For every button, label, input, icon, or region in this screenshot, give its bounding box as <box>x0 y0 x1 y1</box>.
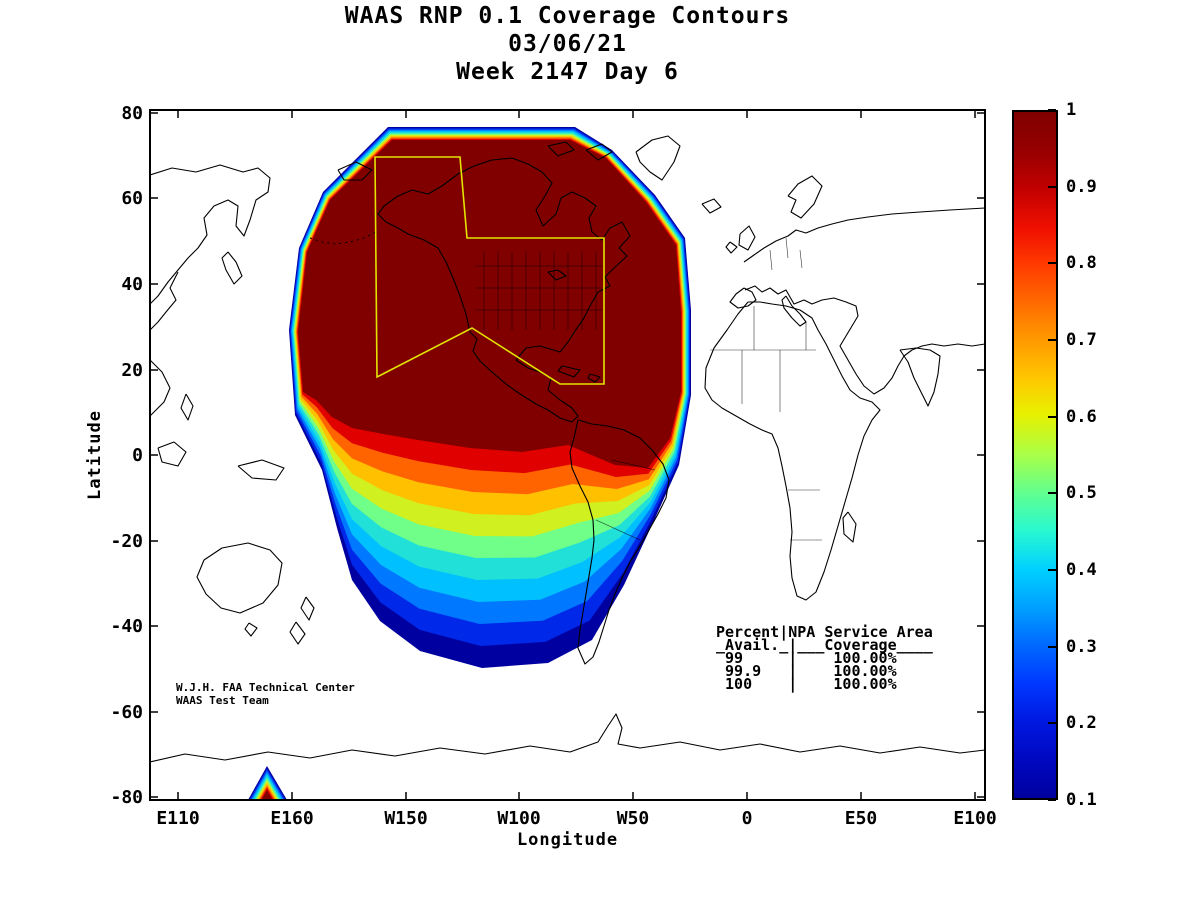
coastline-africa <box>704 301 881 601</box>
x-tick-label: W150 <box>384 808 427 829</box>
coastline-madagascar <box>842 511 857 543</box>
coastline-greenland <box>635 135 681 181</box>
colorbar <box>1012 110 1058 800</box>
x-axis-label: Longitude <box>516 830 619 850</box>
x-tick-label: E160 <box>270 808 313 829</box>
coastline-chukotka <box>337 161 373 181</box>
colorbar-tick-label: 0.8 <box>1066 253 1097 274</box>
coastline-eurasia-north <box>743 207 985 263</box>
x-tick-label: W50 <box>617 808 650 829</box>
y-tick-label: 40 <box>121 274 143 295</box>
colorbar-tick-label: 0.4 <box>1066 560 1097 580</box>
coastline-iceland <box>701 198 722 214</box>
map-clip-group <box>150 127 985 800</box>
coastline-japan <box>221 251 243 285</box>
y-tick-label: -40 <box>110 616 143 637</box>
coastline-antarctica <box>150 713 985 763</box>
y-axis-label: Latitude <box>85 410 105 500</box>
credits: W.J.H. FAA Technical Center WAAS Test Te… <box>176 681 355 707</box>
x-tick-label: W100 <box>497 808 540 829</box>
coastline-ireland <box>725 241 738 254</box>
y-tick-label: 80 <box>121 103 143 124</box>
y-tick-label: -20 <box>110 531 143 552</box>
coastline-north-america <box>377 157 631 423</box>
country-border <box>799 249 803 269</box>
country-border <box>595 519 641 541</box>
coverage-contour-band-10 <box>298 140 681 468</box>
coastline-victoria-island <box>547 141 575 157</box>
antarctic-contour-band-10 <box>262 790 272 799</box>
y-tick-label: -60 <box>110 702 143 723</box>
coastline-new-guinea <box>237 459 285 481</box>
colorbar-tick-mark <box>1048 185 1056 188</box>
npa-service-area-outline <box>374 156 605 385</box>
coastline-borneo <box>157 441 187 467</box>
coastline-baffin <box>585 143 613 161</box>
country-border <box>611 459 656 471</box>
x-tick-label: E50 <box>845 808 878 829</box>
colorbar-tick-mark <box>1048 722 1056 725</box>
colorbar-tick-mark <box>1048 645 1056 648</box>
colorbar-tick-label: 0.5 <box>1066 483 1097 504</box>
colorbar-tick-label: 0.2 <box>1066 713 1097 734</box>
x-tick-label: 0 <box>742 808 753 829</box>
credits-line-1: W.J.H. FAA Technical Center <box>176 681 355 694</box>
y-tick-label: -80 <box>110 787 143 808</box>
colorbar-tick-label: 0.3 <box>1066 636 1097 657</box>
colorbar-tick-mark <box>1048 799 1056 801</box>
credits-line-2: WAAS Test Team <box>176 694 269 707</box>
colorbar-tick-mark <box>1048 492 1056 495</box>
coastline-cuba <box>557 365 581 378</box>
colorbar-tick-label: 1 <box>1066 100 1077 120</box>
chart-title: WAAS RNP 0.1 Coverage Contours <box>344 3 791 29</box>
colorbar-tick-label: 0.6 <box>1066 406 1097 427</box>
chart-title-block: WAAS RNP 0.1 Coverage Contours 03/06/21 … <box>150 2 985 86</box>
coastline-great-lakes <box>547 269 567 281</box>
coastline-tasmania <box>244 622 258 637</box>
coastline-nz-south <box>289 621 306 645</box>
colorbar-tick-mark <box>1048 109 1056 111</box>
y-tick-label: 20 <box>121 360 143 381</box>
colorbar-tick-mark <box>1048 262 1056 265</box>
colorbar-tick-mark <box>1048 569 1056 571</box>
coastline-china-coast <box>150 271 179 331</box>
coastline-med-levant-arabia <box>744 285 985 395</box>
coastline-hispaniola <box>587 373 601 383</box>
colorbar-tick-label: 0.9 <box>1066 176 1097 197</box>
coastline-uk <box>738 225 756 251</box>
colorbar-tick-mark <box>1048 339 1056 341</box>
coastline-australia <box>196 542 283 614</box>
coastline-nz-north <box>300 596 315 621</box>
coastline-india <box>899 347 941 407</box>
country-border <box>785 237 789 259</box>
chart-date: 03/06/21 <box>508 31 627 57</box>
coastline-scandinavia <box>787 175 823 219</box>
coastline-philippines <box>180 393 194 421</box>
colorbar-tick-mark <box>1048 415 1056 418</box>
x-tick-label: E100 <box>953 808 996 829</box>
x-tick-label: E110 <box>156 808 199 829</box>
y-tick-label: 60 <box>121 188 143 209</box>
coastline-asia-north <box>150 164 271 305</box>
coastline-south-america <box>569 419 670 665</box>
coverage-table: Percent|NPA Service Area _Avail._|___Cov… <box>716 623 933 693</box>
coastline-iberia <box>729 287 757 309</box>
colorbar-tick-label: 0.7 <box>1066 330 1097 350</box>
chart-week-day: Week 2147 Day 6 <box>456 59 679 85</box>
country-border <box>769 249 773 271</box>
colorbar-tick-label: 0.1 <box>1066 790 1097 810</box>
y-tick-label: 0 <box>132 445 143 466</box>
coastline-indochina <box>150 359 171 417</box>
